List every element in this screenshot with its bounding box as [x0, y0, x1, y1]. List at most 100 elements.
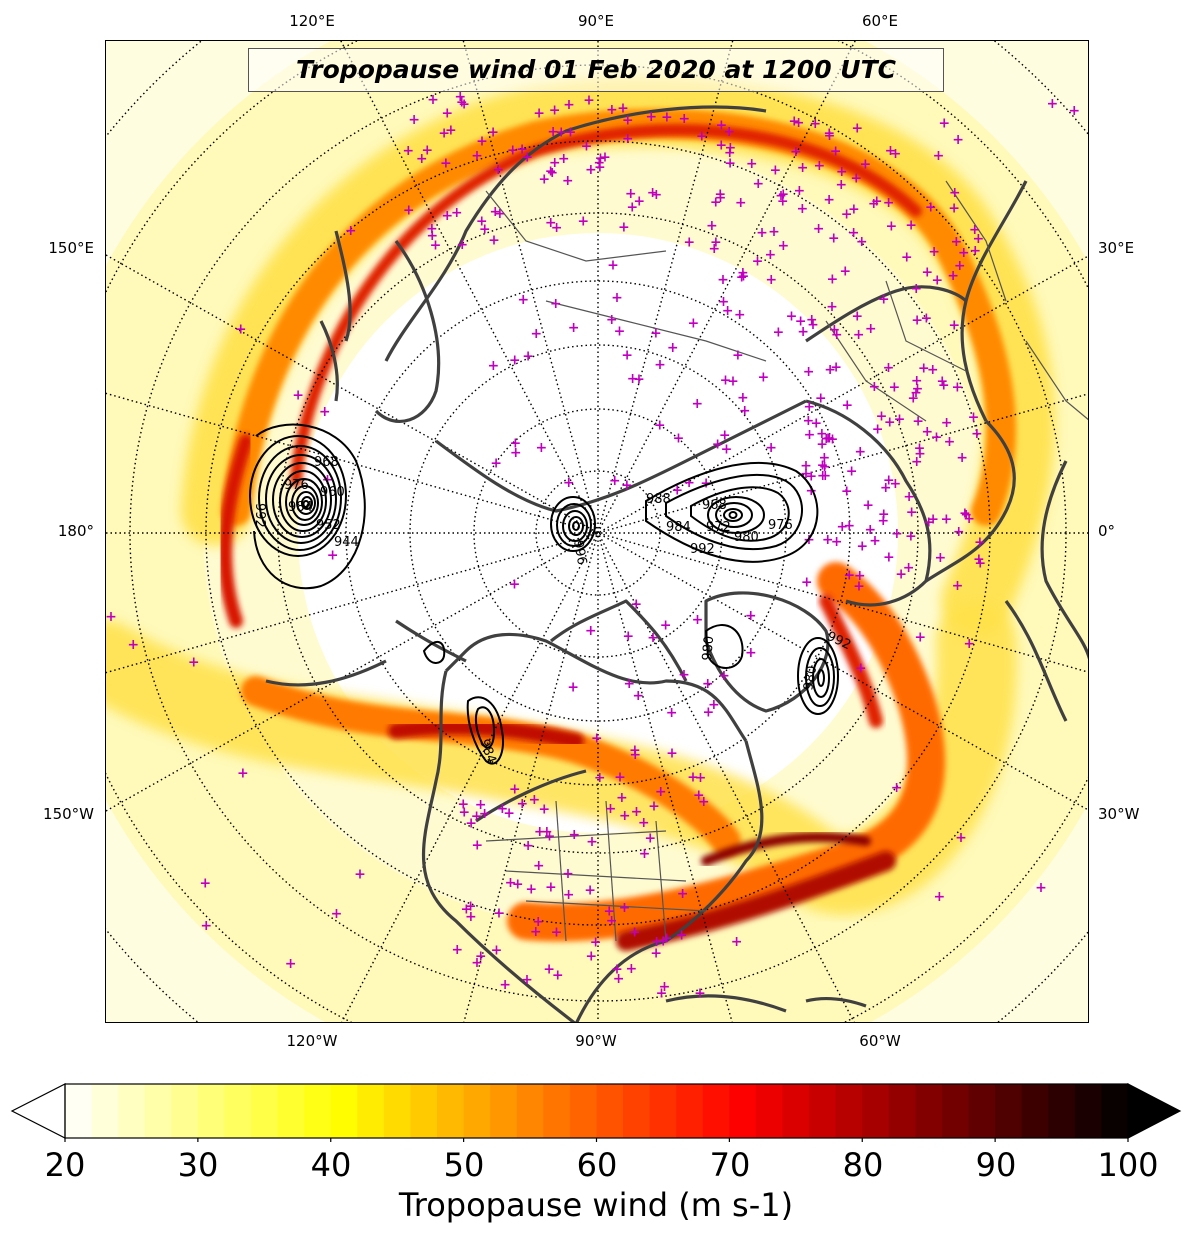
station-marker: + [806, 312, 818, 328]
colorbar-tick-label: 70 [709, 1146, 751, 1184]
station-marker: + [188, 655, 200, 671]
station-marker: + [491, 943, 503, 959]
station-marker: + [606, 913, 618, 929]
station-marker: + [841, 483, 853, 499]
station-marker: + [820, 431, 832, 447]
station-marker: + [805, 468, 817, 484]
station-marker: + [319, 404, 331, 420]
pressure-contours [249, 423, 839, 765]
station-marker: + [856, 539, 868, 555]
station-marker: + [678, 111, 690, 127]
station-marker: + [497, 801, 509, 817]
station-marker: + [912, 381, 924, 397]
station-marker: + [678, 667, 690, 683]
station-marker: + [710, 195, 722, 211]
colorbar-cell [623, 1084, 651, 1138]
colorbar-cell [649, 1084, 677, 1138]
station-marker: + [856, 234, 868, 250]
station-marker: + [786, 309, 798, 325]
station-marker: + [538, 172, 550, 188]
station-marker: + [712, 436, 724, 452]
station-marker: + [584, 882, 596, 898]
station-marker: + [693, 787, 705, 803]
station-marker: + [854, 444, 866, 460]
station-marker: + [800, 458, 812, 474]
station-marker: + [644, 830, 656, 846]
station-marker: + [127, 637, 139, 653]
station-marker: + [106, 609, 117, 625]
station-marker: + [507, 143, 519, 159]
station-marker: + [591, 730, 603, 746]
station-marker: + [677, 886, 689, 902]
station-marker: + [331, 906, 343, 922]
station-marker: + [876, 409, 888, 425]
station-marker: + [545, 215, 557, 231]
station-marker: + [936, 374, 948, 390]
station-marker: + [891, 780, 903, 796]
station-marker: + [631, 804, 643, 820]
station-marker: + [725, 140, 737, 156]
station-marker: + [732, 348, 744, 364]
map-title: Tropopause wind 01 Feb 2020 at 1200 UTC [248, 48, 944, 92]
station-marker: + [563, 97, 575, 113]
station-marker: + [490, 456, 502, 472]
station-marker: + [880, 480, 892, 496]
station-marker: + [525, 881, 537, 897]
station-marker: + [494, 206, 506, 222]
station-marker: + [720, 373, 732, 389]
station-marker: + [752, 254, 764, 270]
station-marker: + [538, 802, 550, 818]
station-marker: + [692, 612, 704, 628]
colorbar-tick-label: 40 [310, 1146, 352, 1184]
station-marker: + [621, 347, 633, 363]
station-marker: + [441, 106, 453, 122]
station-marker: + [479, 222, 491, 238]
station-marker: + [843, 568, 855, 584]
station-marker: + [724, 155, 736, 171]
colorbar-cell [543, 1084, 571, 1138]
station-marker: + [650, 945, 662, 961]
station-marker: + [850, 170, 862, 186]
station-marker: + [465, 816, 477, 832]
station-marker: + [585, 623, 597, 639]
station-marker: + [706, 218, 718, 234]
station-marker: + [921, 424, 933, 440]
station-marker: + [910, 281, 922, 297]
station-marker: + [906, 504, 918, 520]
station-marker: + [841, 398, 853, 414]
station-marker: + [903, 560, 915, 576]
station-marker: + [545, 879, 557, 895]
contour-label: 988 [646, 492, 671, 507]
colorbar-cell [65, 1084, 93, 1138]
station-marker: + [921, 265, 933, 281]
contour-label: 944 [334, 535, 359, 550]
station-marker: + [848, 225, 860, 241]
station-marker: + [421, 142, 433, 158]
station-marker: + [545, 163, 557, 179]
station-marker: + [550, 296, 562, 312]
country-borders [485, 180, 1088, 942]
station-marker: + [416, 151, 428, 167]
station-marker: + [831, 534, 843, 550]
station-marker: + [457, 797, 469, 813]
station-marker: + [865, 321, 877, 337]
station-marker: + [458, 805, 470, 821]
station-marker: + [488, 358, 500, 374]
station-marker: + [590, 934, 602, 950]
station-marker: + [552, 967, 564, 983]
station-marker: + [934, 889, 946, 905]
station-marker: + [454, 89, 466, 105]
station-marker: + [816, 437, 828, 453]
station-marker: + [533, 105, 545, 121]
station-marker: + [737, 265, 749, 281]
station-marker: + [797, 160, 809, 176]
station-marker: + [555, 124, 567, 140]
station-marker: + [963, 511, 975, 527]
station-marker: + [694, 985, 706, 1001]
station-marker: + [788, 114, 800, 130]
station-marker: + [237, 766, 249, 782]
station-marker: + [883, 195, 895, 211]
longitude-label-right: 30°W [1098, 805, 1140, 823]
station-marker: + [512, 877, 524, 893]
station-marker: + [715, 190, 727, 206]
